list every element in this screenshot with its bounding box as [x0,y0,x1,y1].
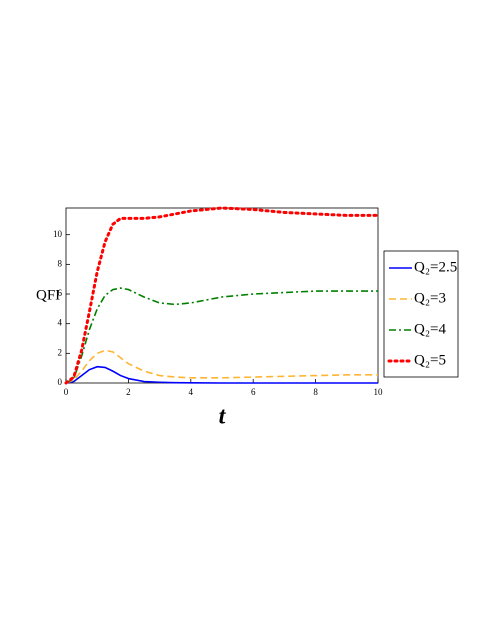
series-line [65,365,378,384]
legend-label: Q₂=5 [414,352,446,368]
x-tick-label: 2 [126,387,131,397]
legend-box [383,250,459,378]
plot-frame [65,207,379,384]
legend-label: Q₂=3 [414,290,446,306]
legend-label: Q₂=4 [414,321,447,337]
y-tick-label: 8 [58,258,63,268]
series-line [65,349,378,384]
x-tick-label: 6 [251,387,256,397]
legend-label: Q₂=2.5 [414,259,457,275]
y-tick-label: 6 [58,288,63,298]
y-tick-label: 2 [58,347,63,357]
x-tick-label: 0 [64,387,69,397]
y-axis-label: QFI [36,287,60,303]
x-tick-label: 8 [313,387,318,397]
series-line [64,206,380,385]
y-tick-label: 10 [53,229,63,239]
x-tick-label: 4 [189,387,194,397]
x-axis-label: t [219,404,227,430]
y-tick-label: 0 [58,377,63,387]
x-tick-label: 10 [374,387,384,397]
y-tick-label: 4 [58,318,63,328]
series-line [65,287,378,384]
